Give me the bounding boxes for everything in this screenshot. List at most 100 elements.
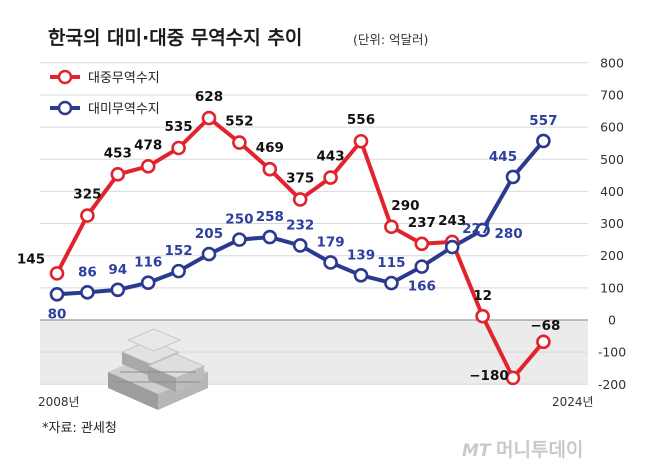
data-point-usa — [292, 238, 308, 253]
data-point-china — [171, 140, 186, 156]
data-point-china — [536, 334, 551, 350]
data-label-china: 290 — [391, 198, 419, 214]
legend-label-china: 대중무역수지 — [88, 71, 160, 86]
unit-label: (단위: 억달러) — [353, 32, 428, 47]
data-label-usa: 258 — [256, 209, 284, 225]
data-point-china — [475, 308, 490, 324]
data-label-usa: 232 — [286, 217, 314, 233]
y-tick-label: -200 — [598, 377, 626, 392]
data-label-usa: 152 — [165, 243, 193, 259]
watermark-mark: MT — [462, 441, 492, 461]
data-point-usa — [505, 169, 521, 185]
legend-item-usa: 대미무역수지 — [50, 100, 160, 117]
data-label-usa: 250 — [225, 212, 253, 228]
data-point-usa — [384, 275, 399, 291]
data-label-china: 453 — [104, 145, 132, 161]
chart-title: 한국의 대미·대중 무역수지 추이 — [48, 27, 302, 49]
data-point-usa — [323, 255, 338, 270]
data-label-china: 628 — [195, 89, 223, 105]
data-label-usa: 139 — [347, 247, 375, 263]
data-point-usa — [353, 268, 369, 283]
data-point-usa — [110, 282, 126, 298]
data-point-usa — [414, 259, 430, 274]
data-point-china — [353, 133, 369, 149]
data-label-china: 145 — [17, 251, 45, 267]
data-label-usa: 445 — [489, 149, 517, 165]
y-tick-label: 300 — [600, 216, 624, 231]
data-point-china — [140, 159, 156, 174]
data-label-usa: 205 — [195, 226, 223, 242]
data-point-usa — [475, 222, 490, 238]
data-label-china: −68 — [530, 318, 560, 334]
data-point-china — [262, 161, 278, 177]
legend: 대중무역수지 대미무역수지 — [50, 69, 160, 117]
data-point-usa — [444, 239, 460, 255]
legend-marker-usa — [57, 100, 73, 116]
data-point-china — [384, 219, 399, 235]
data-label-usa: 116 — [134, 255, 162, 271]
data-point-usa — [171, 263, 186, 279]
data-label-china: 535 — [165, 119, 193, 135]
data-label-china: 243 — [438, 213, 466, 229]
data-label-china: −180 — [469, 368, 509, 384]
data-point-china — [110, 167, 126, 182]
data-point-usa — [232, 232, 247, 247]
data-label-china: 237 — [408, 215, 436, 231]
data-label-usa: 94 — [108, 262, 127, 278]
data-point-china — [505, 370, 521, 386]
data-point-usa — [80, 285, 95, 300]
legend-label-usa: 대미무역수지 — [88, 102, 160, 117]
data-label-usa: 179 — [317, 234, 345, 250]
data-point-usa — [140, 275, 156, 291]
data-label-usa: 80 — [48, 306, 67, 322]
data-label-usa: 227 — [462, 221, 490, 237]
data-label-china: 12 — [473, 288, 492, 304]
watermark-name: 머니투데이 — [496, 439, 583, 461]
data-point-china — [49, 266, 65, 281]
data-point-china — [292, 192, 308, 207]
source-note: *자료: 관세청 — [42, 421, 117, 436]
data-label-china: 375 — [286, 170, 314, 186]
y-tick-label: 700 — [600, 87, 624, 102]
y-tick-label: 0 — [608, 313, 616, 328]
x-tick-label-last: 2024년 — [552, 395, 594, 409]
data-label-china: 325 — [73, 187, 101, 203]
data-label-usa: 86 — [78, 264, 97, 280]
y-tick-label: 600 — [600, 120, 624, 135]
y-tick-label: 100 — [600, 280, 624, 295]
data-point-usa — [201, 246, 217, 262]
data-label-china: 469 — [256, 140, 284, 156]
data-label-china: 556 — [347, 112, 375, 128]
data-label-usa: 557 — [529, 113, 557, 129]
data-label-china: 443 — [317, 149, 345, 165]
data-point-china — [323, 170, 338, 185]
data-point-china — [232, 135, 247, 150]
x-tick-label-first: 2008년 — [38, 395, 80, 409]
y-tick-label: 800 — [600, 55, 624, 70]
y-tick-label: 400 — [600, 184, 624, 199]
money-stack-icon — [108, 328, 208, 410]
legend-item-china: 대중무역수지 — [50, 69, 160, 86]
y-tick-label: 200 — [600, 248, 624, 263]
data-label-china: 478 — [134, 137, 162, 153]
data-point-china — [201, 110, 217, 126]
data-label-usa: 115 — [377, 255, 405, 271]
axis-ticks-layer: -200 -100 0 100 200 300 400 500 600 700 800 — [598, 55, 626, 392]
watermark-logo: MT 머니투데이 — [462, 439, 583, 461]
data-label-usa: 166 — [408, 279, 436, 295]
data-label-china: 552 — [225, 114, 253, 130]
series-points-layer — [49, 110, 551, 386]
legend-marker-china — [57, 69, 73, 85]
data-point-usa — [262, 229, 278, 245]
data-label-usa: 280 — [495, 226, 523, 242]
data-point-china — [80, 208, 95, 223]
y-tick-label: 500 — [600, 152, 624, 167]
data-point-usa — [49, 286, 65, 302]
data-point-china — [414, 236, 430, 252]
data-point-usa — [536, 133, 551, 149]
y-tick-label: -100 — [598, 345, 626, 360]
